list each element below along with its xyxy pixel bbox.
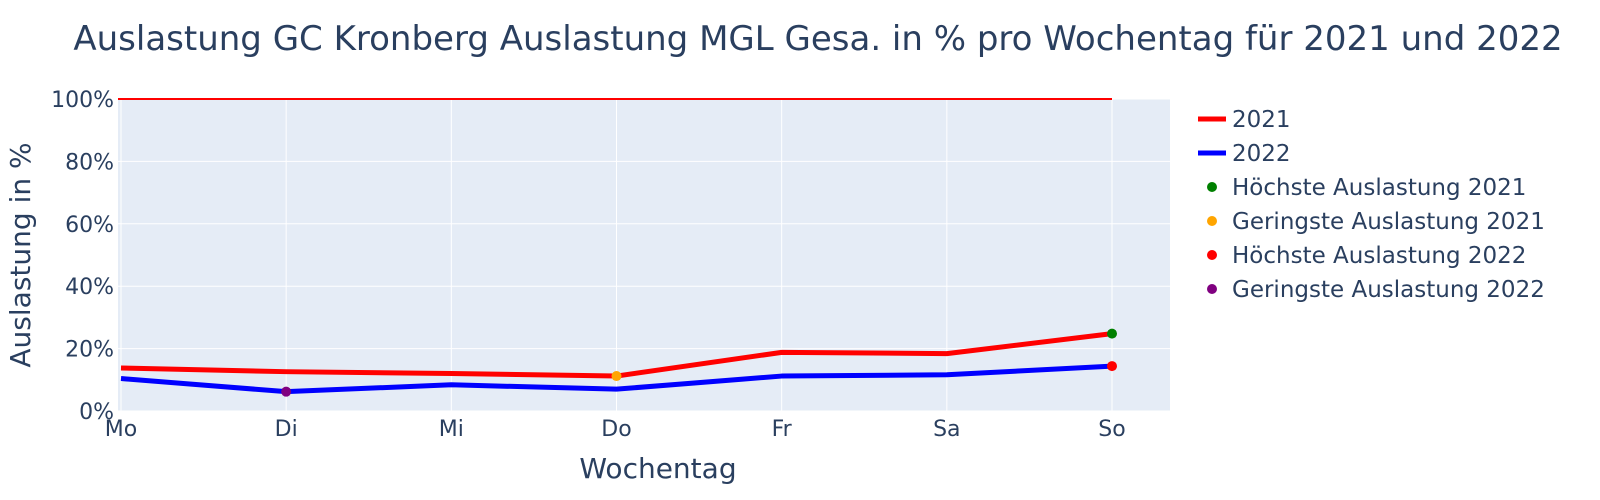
- legend-label: Höchste Auslastung 2022: [1232, 243, 1526, 269]
- marker-point: [611, 371, 622, 382]
- x-tick-label: Di: [275, 417, 298, 442]
- legend-swatch-dot: [1207, 216, 1217, 226]
- y-tick-label: 60%: [65, 213, 114, 238]
- x-tick-label: Mi: [439, 417, 464, 442]
- y-tick-label: 100%: [51, 88, 114, 113]
- legend-label: Geringste Auslastung 2021: [1232, 209, 1545, 235]
- marker-point: [1107, 328, 1117, 339]
- marker-point: [281, 386, 292, 397]
- legend: 2021 2022 Höchste Auslastung 2021 Geringste…: [1198, 107, 1545, 303]
- extreme-markers: [281, 328, 1117, 397]
- legend-swatch-dot: [1207, 250, 1217, 260]
- legend-label: 2021: [1232, 107, 1291, 133]
- x-tick-label: Mo: [105, 417, 137, 442]
- y-axis-title: Auslastung in %: [4, 142, 37, 367]
- x-tick-label: So: [1098, 417, 1125, 442]
- legend-swatch-dot: [1207, 182, 1217, 192]
- legend-label: 2022: [1232, 141, 1291, 167]
- plot-background: [118, 99, 1170, 411]
- y-tick-label: 0%: [79, 400, 114, 425]
- x-axis-title: Wochentag: [579, 452, 736, 485]
- chart-title: Auslastung GC Kronberg Auslastung MGL Ge…: [73, 19, 1562, 59]
- legend-label: Geringste Auslastung 2022: [1232, 277, 1545, 303]
- y-tick-label: 40%: [65, 275, 114, 300]
- legend-swatch-dot: [1207, 284, 1217, 294]
- x-tick-labels: Mo Di Mi Do Fr Sa So: [105, 417, 1126, 442]
- x-tick-label: Sa: [933, 417, 960, 442]
- x-tick-label: Fr: [772, 417, 793, 442]
- x-tick-label: Do: [601, 417, 631, 442]
- y-tick-label: 20%: [65, 338, 114, 363]
- y-tick-labels: 0% 20% 40% 60% 80% 100%: [51, 88, 114, 425]
- legend-label: Höchste Auslastung 2021: [1232, 175, 1526, 201]
- marker-point: [1107, 361, 1117, 372]
- y-tick-label: 80%: [65, 150, 114, 175]
